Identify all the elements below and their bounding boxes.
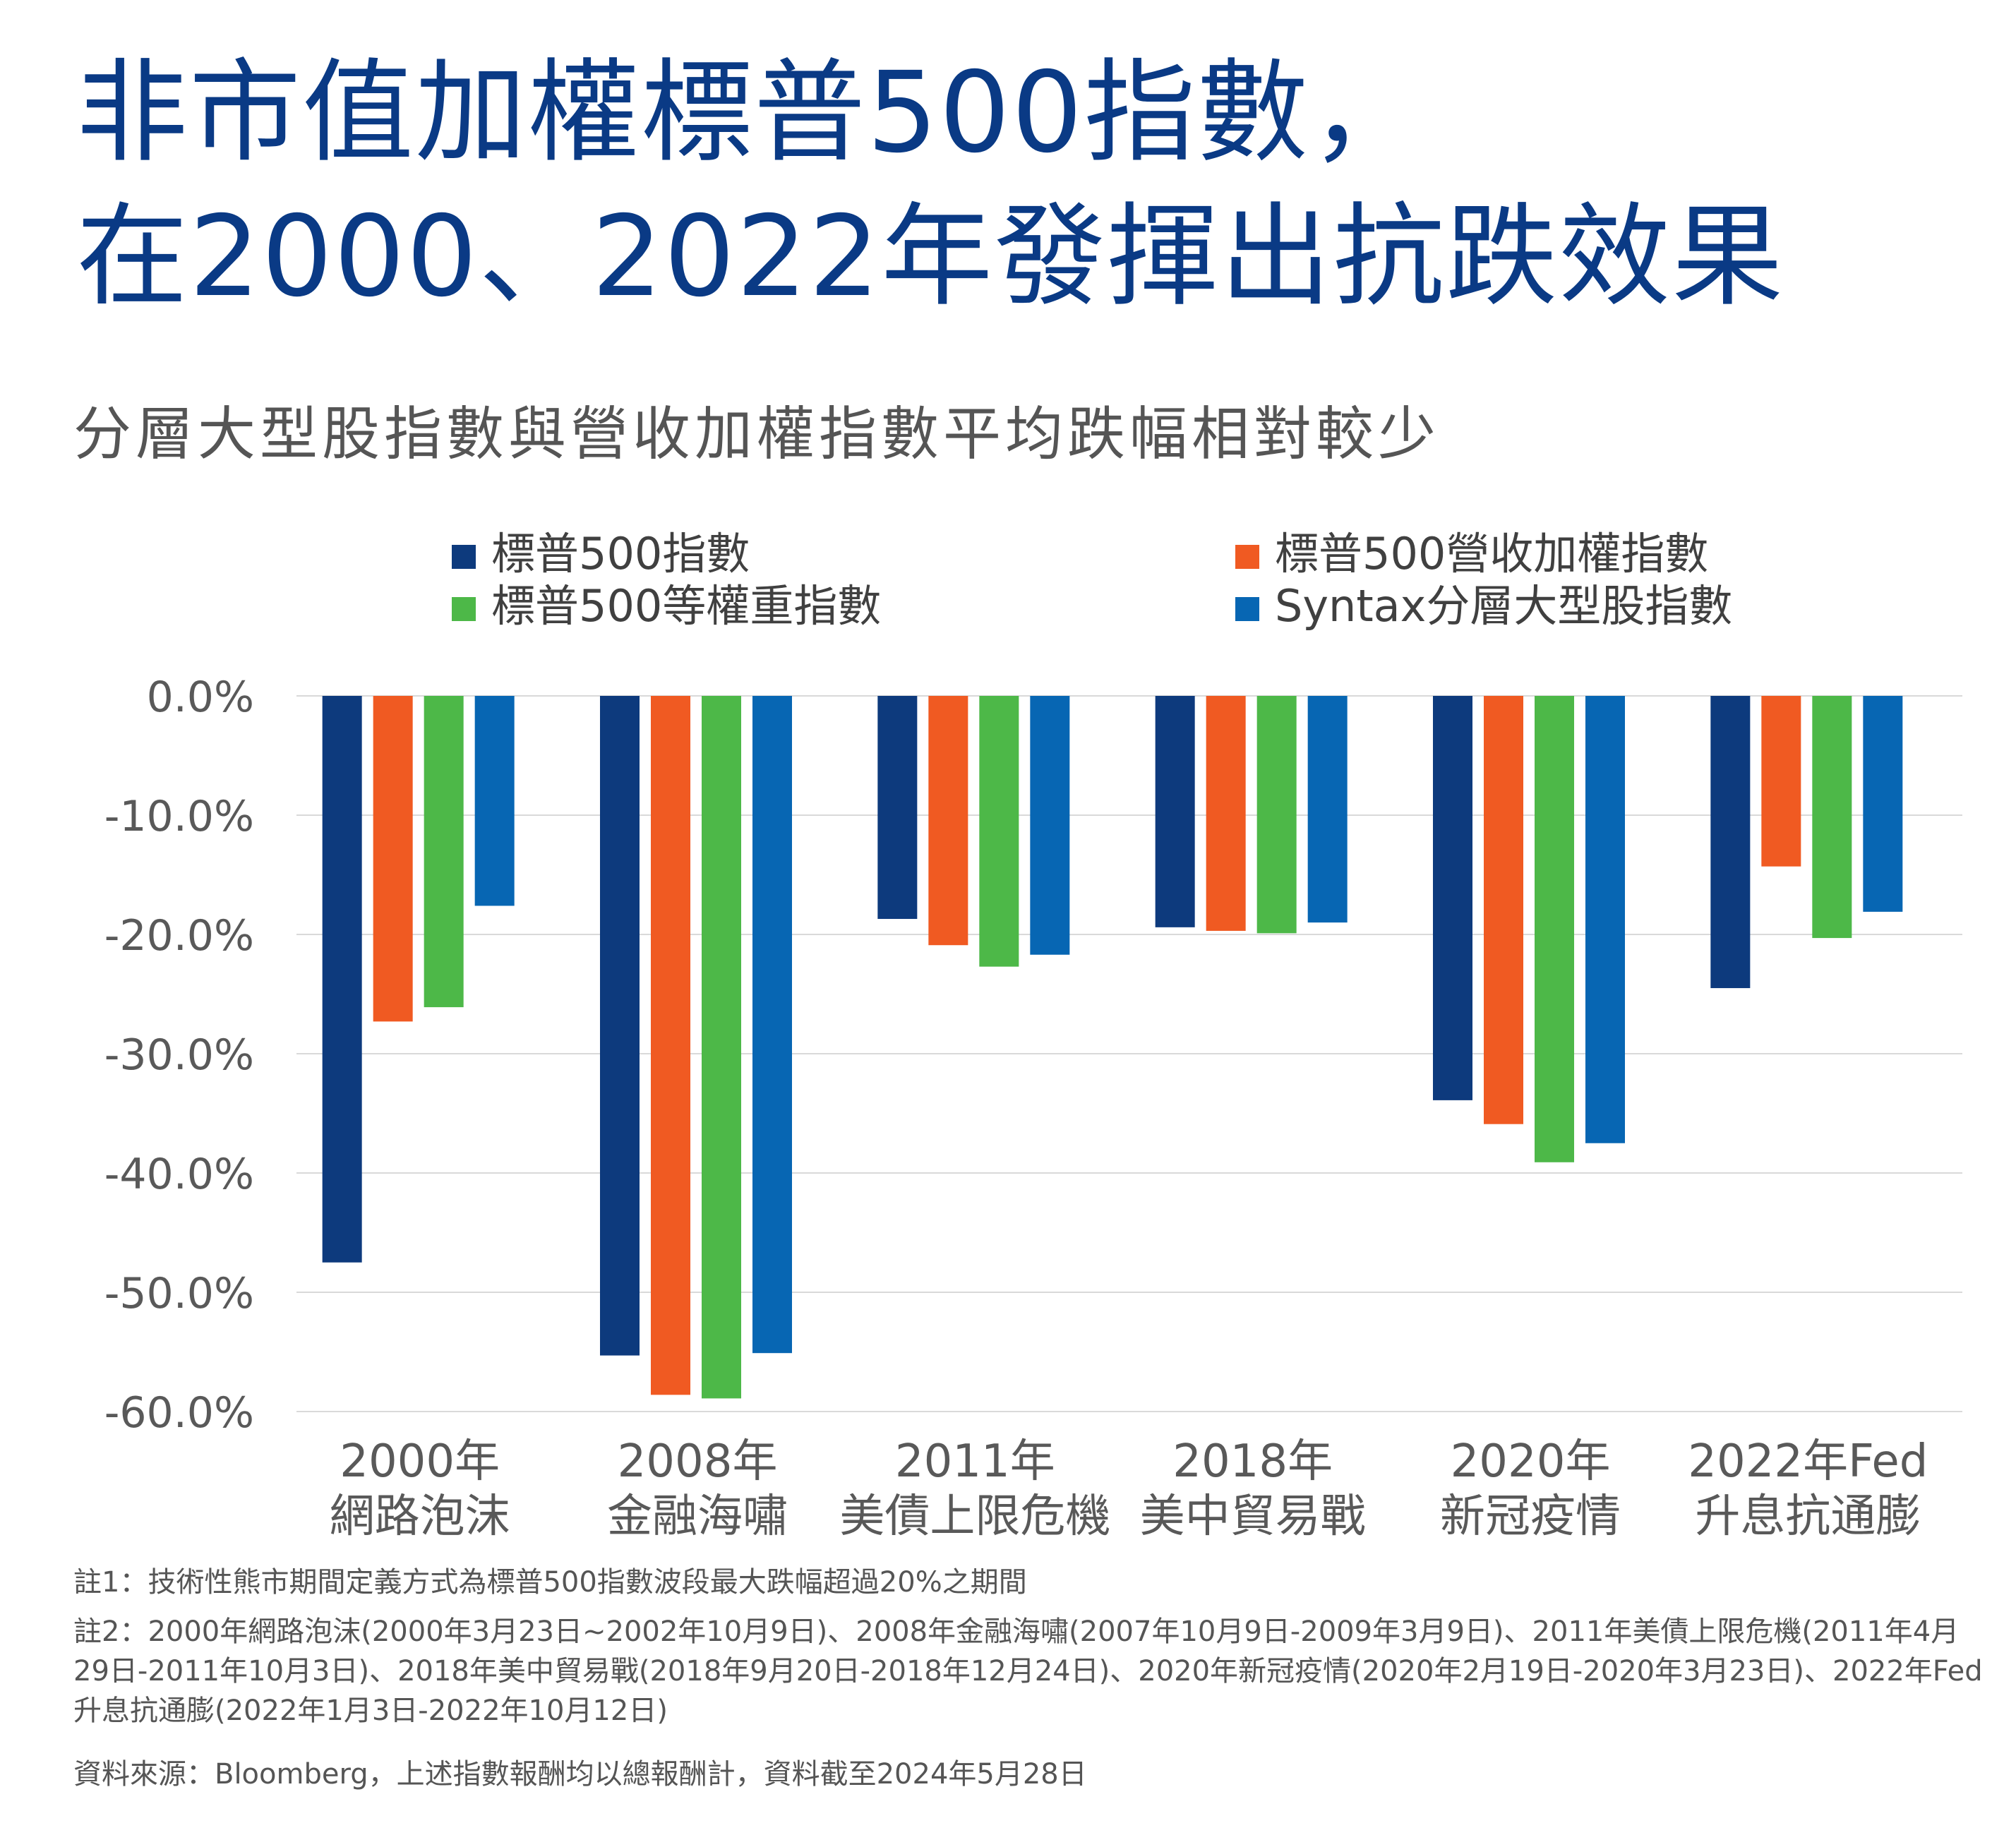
legend-swatch xyxy=(452,545,476,569)
y-tick-label: 0.0% xyxy=(147,673,254,722)
bar xyxy=(1256,696,1297,934)
y-tick-label: -50.0% xyxy=(104,1269,254,1318)
x-tick-label: 2018年 xyxy=(1172,1436,1333,1488)
legend-label: 標普500等權重指數 xyxy=(491,580,881,632)
legend-label: 標普500營收加權指數 xyxy=(1275,528,1708,579)
bar xyxy=(1812,696,1852,939)
bar xyxy=(424,696,464,1008)
x-tick-label: 美中貿易戰 xyxy=(1140,1491,1366,1543)
bar xyxy=(752,696,792,1354)
y-tick-label: -60.0% xyxy=(104,1388,254,1438)
chart-title-line-1: 非市值加權標普500指數， xyxy=(76,48,1423,178)
chart-subtitle: 分層大型股指數與營收加權指數平均跌幅相對較少 xyxy=(73,401,1441,468)
chart-title-line-2: 在2000、2022年發揮出抗跌效果 xyxy=(76,192,1785,322)
legend-swatch xyxy=(1235,545,1259,569)
y-tick-label: -10.0% xyxy=(104,792,254,841)
bar xyxy=(928,696,968,946)
bar xyxy=(877,696,918,920)
bar-chart: 0.0% -10.0% -20.0% -30.0% -40.0% -50.0% -60.0%… xyxy=(104,528,1962,1543)
x-axis-labels: 2000年網路泡沫 2008年金融海嘯 2011年美債上限危機 2018年美中貿易戰 2… xyxy=(330,1436,1928,1543)
legend-label: 標普500指數 xyxy=(491,528,750,579)
bar xyxy=(600,696,640,1356)
bar xyxy=(373,696,413,1022)
x-tick-label: 網路泡沫 xyxy=(330,1491,510,1543)
y-tick-label: -30.0% xyxy=(104,1030,254,1080)
x-tick-label: 美債上限危機 xyxy=(839,1491,1110,1543)
bar xyxy=(1206,696,1246,931)
bars xyxy=(322,696,1903,1399)
bar xyxy=(1710,696,1751,989)
y-axis-labels: 0.0% -10.0% -20.0% -30.0% -40.0% -50.0% -60.0% xyxy=(104,673,254,1438)
bar xyxy=(1535,696,1574,1162)
x-tick-label: 2020年 xyxy=(1451,1436,1611,1488)
x-tick-label: 金融海嘯 xyxy=(607,1491,788,1543)
x-tick-label: 2008年 xyxy=(618,1436,778,1488)
bar xyxy=(474,696,515,906)
x-tick-label: 新冠疫情 xyxy=(1440,1491,1621,1543)
bar xyxy=(702,696,741,1399)
chart-title: 非市值加權標普500指數， 在2000、2022年發揮出抗跌效果 xyxy=(76,41,1784,329)
bar xyxy=(322,696,362,1263)
data-source: 資料來源：Bloomberg，上述指數報酬均以總報酬計，資料截至2024年5月2… xyxy=(73,1758,1087,1791)
bar xyxy=(1863,696,1903,912)
bar xyxy=(651,696,690,1395)
bar xyxy=(1585,696,1625,1143)
footnotes: 註1：技術性熊市期間定義方式為標普500指數波段最大跌幅超過20%之期間 註2：… xyxy=(73,1563,1993,1804)
x-tick-label: 2011年 xyxy=(895,1436,1055,1488)
legend-label: Syntax分層大型股指數 xyxy=(1275,580,1732,632)
bar xyxy=(1433,696,1472,1100)
x-tick-label: 2000年 xyxy=(340,1436,500,1488)
bar xyxy=(1155,696,1195,927)
y-tick-label: -20.0% xyxy=(104,911,254,961)
bar xyxy=(1307,696,1348,923)
bar xyxy=(1484,696,1523,1124)
y-tick-label: -40.0% xyxy=(104,1150,254,1199)
legend-swatch xyxy=(1235,597,1259,621)
bar xyxy=(1030,696,1070,955)
footnote-2: 註2：2000年網路泡沫(2000年3月23日~2002年10月9日)、2008… xyxy=(73,1616,1983,1727)
x-tick-label: 2022年Fed xyxy=(1688,1436,1928,1488)
x-tick-label: 升息抗通膨 xyxy=(1695,1491,1921,1543)
footnote-1: 註1：技術性熊市期間定義方式為標普500指數波段最大跌幅超過20%之期間 xyxy=(73,1566,1027,1599)
bar xyxy=(1761,696,1801,867)
gridlines xyxy=(296,695,1962,1412)
legend-swatch xyxy=(452,597,476,621)
bar xyxy=(979,696,1019,967)
